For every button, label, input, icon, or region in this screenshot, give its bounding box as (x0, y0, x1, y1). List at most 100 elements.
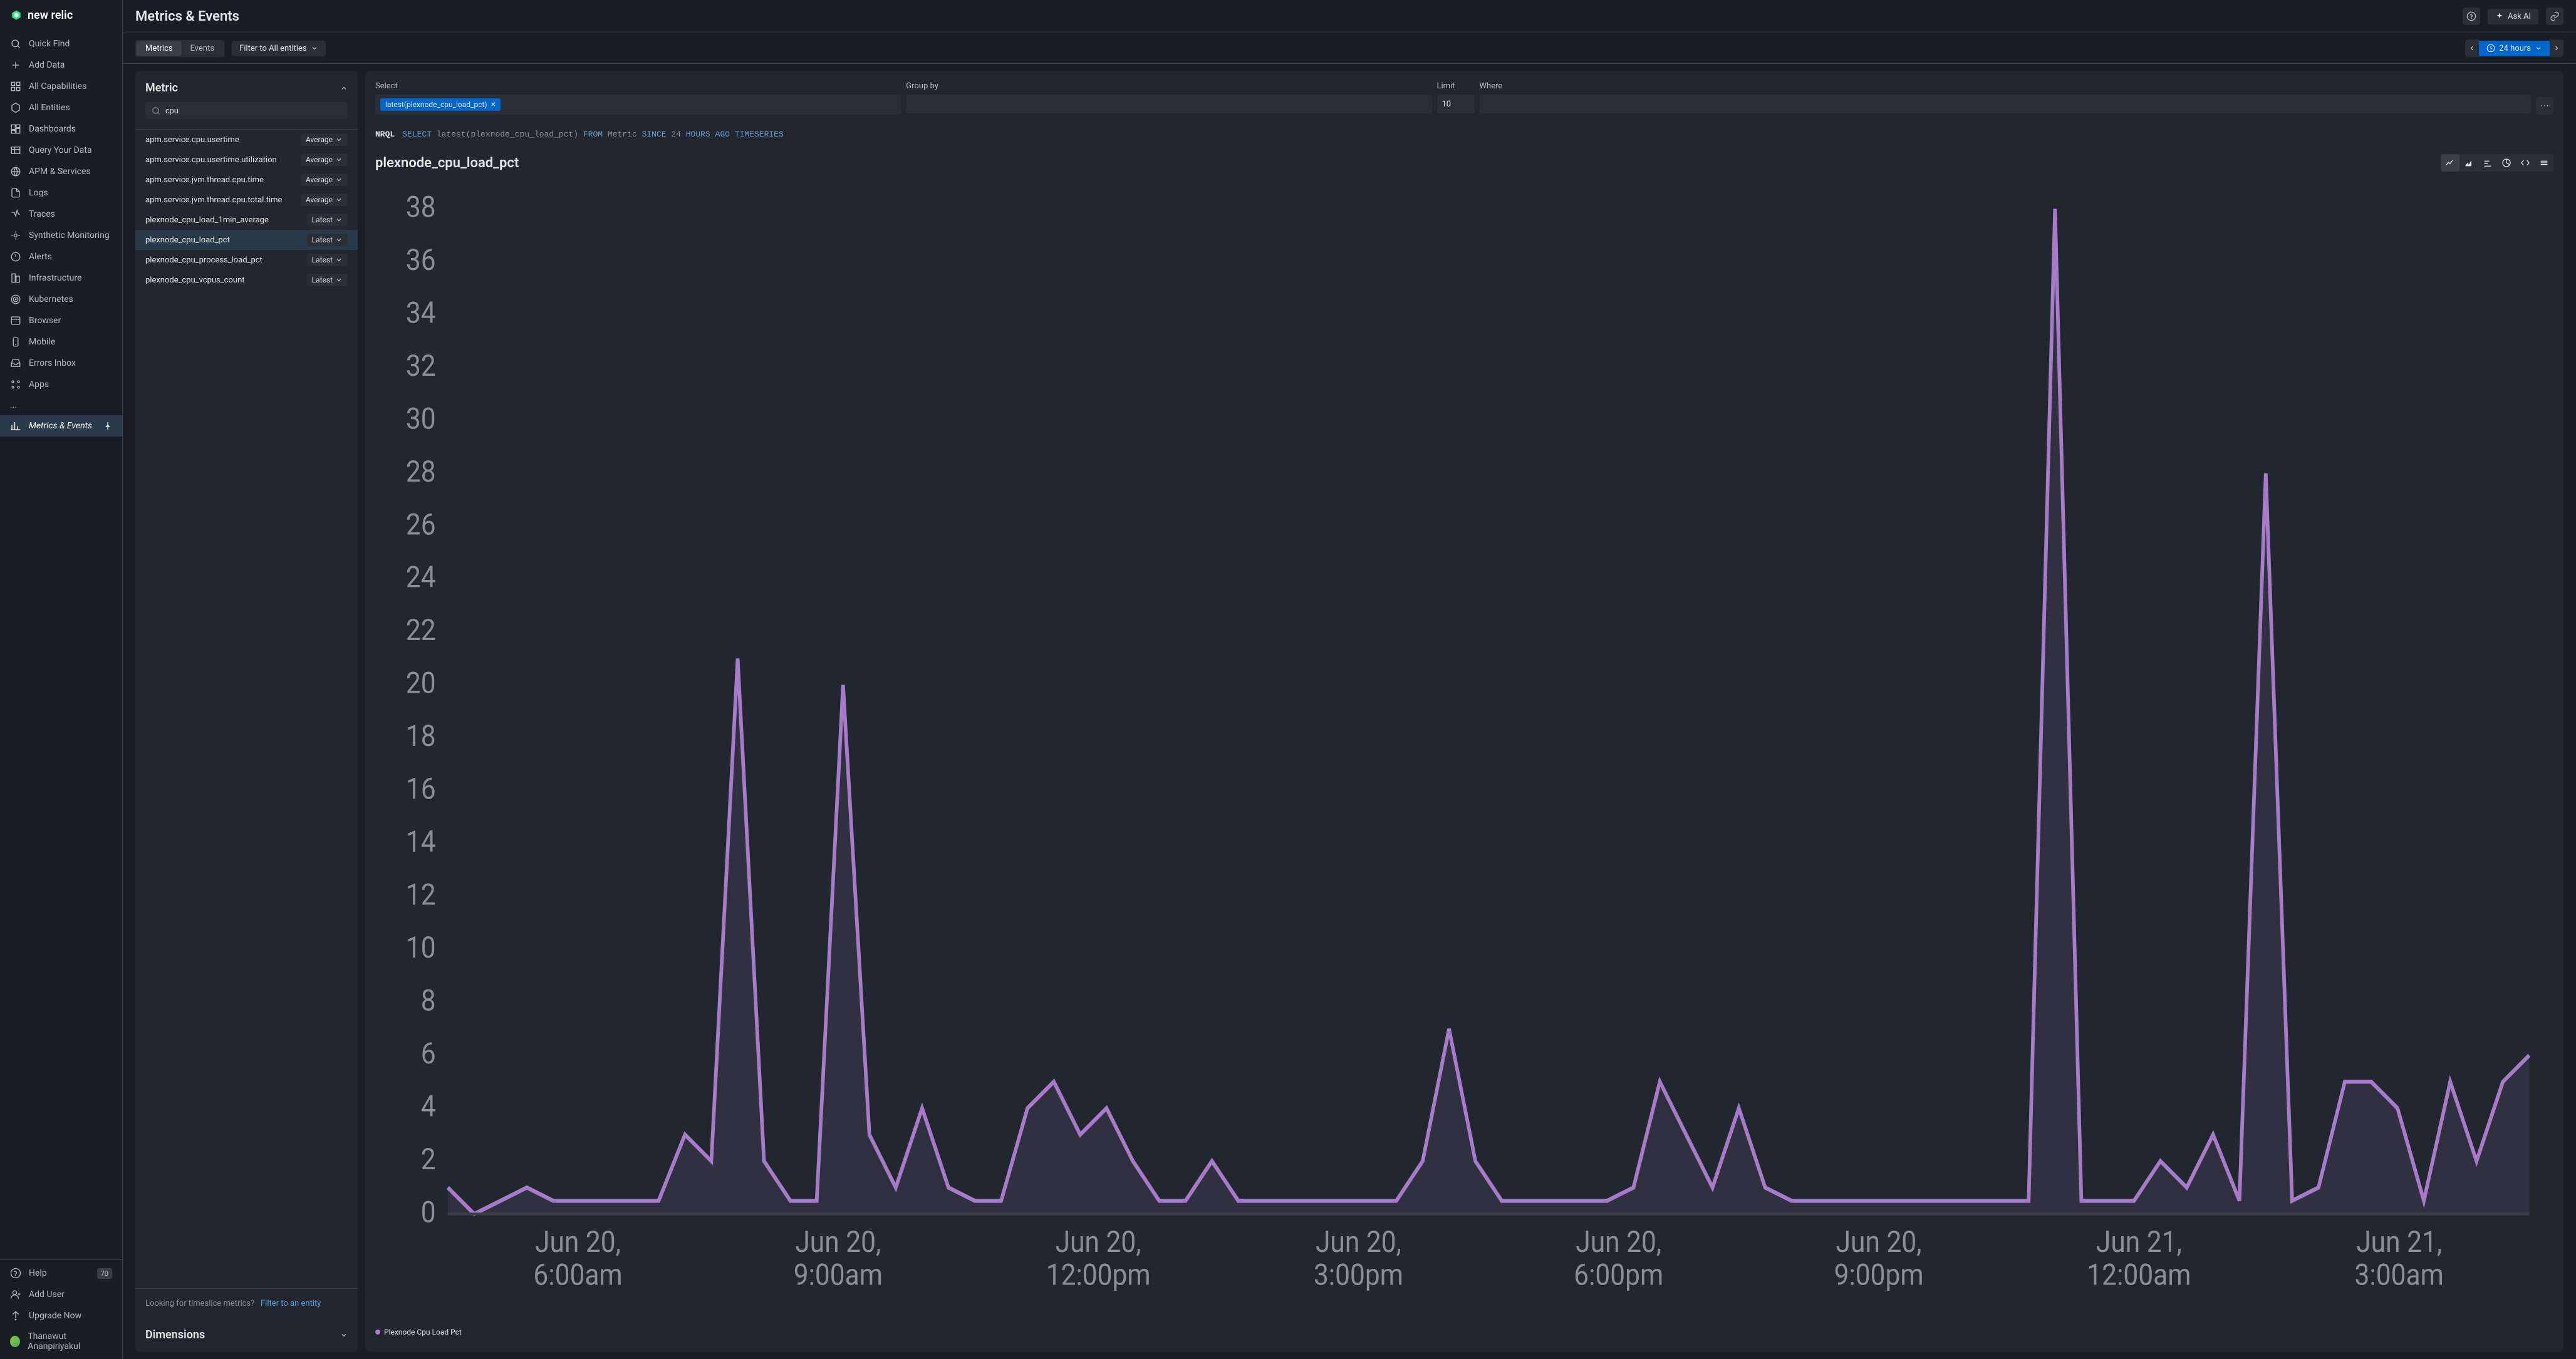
metric-row[interactable]: apm.service.jvm.thread.cpu.total.time Av… (135, 190, 358, 210)
nav-item-infrastructure[interactable]: Infrastructure (0, 267, 122, 289)
pin-icon[interactable] (103, 421, 112, 430)
bar-chart-icon (2483, 158, 2493, 168)
nav-item-metrics-events[interactable]: Metrics & Events (0, 415, 122, 437)
chevron-down-icon (335, 276, 343, 284)
code-icon (2520, 158, 2530, 168)
chart-type-area[interactable] (2459, 154, 2478, 172)
copy-link-button[interactable] (2546, 8, 2563, 25)
nav-more[interactable]: ... (0, 395, 122, 415)
svg-text:32: 32 (406, 349, 436, 384)
logo-text: new relic (28, 9, 73, 22)
timeslice-link[interactable]: Filter to an entity (261, 1299, 321, 1308)
aggregation-select[interactable]: Average (301, 153, 348, 166)
nav-item-synthetic-monitoring[interactable]: Synthetic Monitoring (0, 225, 122, 246)
tab-events[interactable]: Events (182, 41, 223, 56)
aggregation-select[interactable]: Average (301, 173, 348, 186)
nav-item-browser[interactable]: Browser (0, 310, 122, 331)
svg-text:34: 34 (406, 296, 436, 331)
query-builder: Select latest(plexnode_cpu_load_pct) × G… (365, 71, 2563, 125)
chart-type-pie[interactable] (2497, 154, 2516, 172)
more-menu-button[interactable]: ⋯ (2536, 97, 2553, 115)
chart-type-table[interactable] (2535, 154, 2553, 172)
svg-text:Jun 20,: Jun 20, (1316, 1225, 1401, 1260)
nav-item-add-user[interactable]: Add User (0, 1284, 122, 1305)
nav-item-add-data[interactable]: Add Data (0, 54, 122, 76)
limit-input[interactable]: 10 (1437, 95, 1475, 113)
ask-ai-button[interactable]: Ask AI (2488, 9, 2538, 24)
chart-svg: 02468101214161820222426283032343638Jun 2… (375, 182, 2553, 1323)
svg-text:12:00pm: 12:00pm (1046, 1258, 1151, 1293)
select-input[interactable]: latest(plexnode_cpu_load_pct) × (375, 95, 901, 115)
nav-item-alerts[interactable]: Alerts (0, 246, 122, 267)
nav-item-upgrade-now[interactable]: Upgrade Now (0, 1305, 122, 1326)
aggregation-select[interactable]: Latest (307, 214, 348, 226)
metric-section-title: Metric (145, 81, 178, 95)
nav-item-query-your-data[interactable]: Query Your Data (0, 140, 122, 161)
nav-item-mobile[interactable]: Mobile (0, 331, 122, 353)
time-prev-button[interactable] (2465, 39, 2479, 57)
metric-search-input[interactable] (165, 106, 341, 115)
grid-icon (10, 81, 21, 92)
groupby-input[interactable] (906, 95, 1431, 113)
filter-entities-button[interactable]: Filter to All entities (232, 41, 326, 56)
metric-row[interactable]: plexnode_cpu_vcpus_count Latest (135, 270, 358, 290)
metric-row[interactable]: apm.service.cpu.usertime Average (135, 130, 358, 150)
where-label: Where (1480, 81, 2532, 91)
nav-item-apm-services[interactable]: APM & Services (0, 161, 122, 182)
tab-metrics[interactable]: Metrics (137, 41, 182, 56)
aggregation-select[interactable]: Latest (307, 254, 348, 266)
inbox-icon (10, 358, 21, 369)
metric-row[interactable]: plexnode_cpu_process_load_pct Latest (135, 250, 358, 270)
metric-name: apm.service.jvm.thread.cpu.total.time (145, 195, 282, 205)
nav-item-all-entities[interactable]: All Entities (0, 97, 122, 118)
file-icon (10, 187, 21, 199)
nav-label: Add Data (29, 60, 65, 70)
chip-remove-button[interactable]: × (491, 100, 496, 109)
aggregation-select[interactable]: Latest (307, 234, 348, 246)
time-next-button[interactable] (2550, 39, 2563, 57)
metric-row[interactable]: apm.service.jvm.thread.cpu.time Average (135, 170, 358, 190)
nav-label: Errors Inbox (29, 358, 76, 368)
nav-item-kubernetes[interactable]: Kubernetes (0, 289, 122, 310)
aggregation-select[interactable]: Average (301, 133, 348, 146)
help-icon (2466, 11, 2476, 21)
nav-item-quick-find[interactable]: Quick Find (0, 33, 122, 54)
help-icon-button[interactable] (2463, 8, 2480, 25)
metric-row[interactable]: apm.service.cpu.usertime.utilization Ave… (135, 150, 358, 170)
nav-item-dashboards[interactable]: Dashboards (0, 118, 122, 140)
chart-header: plexnode_cpu_load_pct (365, 144, 2563, 182)
nav-item-logs[interactable]: Logs (0, 182, 122, 204)
nav-label: Upgrade Now (29, 1311, 81, 1321)
metric-row[interactable]: plexnode_cpu_load_1min_average Latest (135, 210, 358, 230)
nav-item-all-capabilities[interactable]: All Capabilities (0, 76, 122, 97)
globe-icon (10, 166, 21, 177)
metric-search[interactable] (145, 102, 348, 119)
svg-text:Jun 21,: Jun 21, (2096, 1225, 2182, 1260)
logo[interactable]: new relic (0, 0, 122, 31)
svg-text:0: 0 (421, 1195, 436, 1230)
main: Metrics & Events Ask AI MetricsEvents Fi… (123, 0, 2576, 1359)
svg-text:14: 14 (406, 825, 436, 860)
nav-user[interactable]: Thanawut Ananpiriyakul (0, 1326, 122, 1356)
nav-item-errors-inbox[interactable]: Errors Inbox (0, 353, 122, 374)
aggregation-select[interactable]: Latest (307, 274, 348, 286)
select-label: Select (375, 81, 901, 91)
chart-type-line[interactable] (2441, 154, 2459, 172)
nav-item-help[interactable]: Help70 (0, 1263, 122, 1284)
nav-label: Quick Find (29, 39, 70, 49)
time-range-select[interactable]: 24 hours (2479, 41, 2550, 56)
chart-type-json[interactable] (2516, 154, 2535, 172)
nav-item-apps[interactable]: Apps (0, 374, 122, 395)
dimensions-header[interactable]: Dimensions (145, 1328, 348, 1341)
nav-item-traces[interactable]: Traces (0, 204, 122, 225)
chart-type-bar[interactable] (2478, 154, 2497, 172)
where-input[interactable] (1480, 95, 2532, 113)
adduser-icon (10, 1289, 21, 1300)
line-chart-icon (2445, 158, 2455, 168)
filter-label: Filter to All entities (239, 44, 307, 53)
chevron-down-icon (335, 256, 343, 264)
aggregation-select[interactable]: Average (301, 194, 348, 206)
plus-icon (10, 59, 21, 71)
metric-section-header[interactable]: Metric (145, 81, 348, 95)
metric-row[interactable]: plexnode_cpu_load_pct Latest (135, 230, 358, 250)
